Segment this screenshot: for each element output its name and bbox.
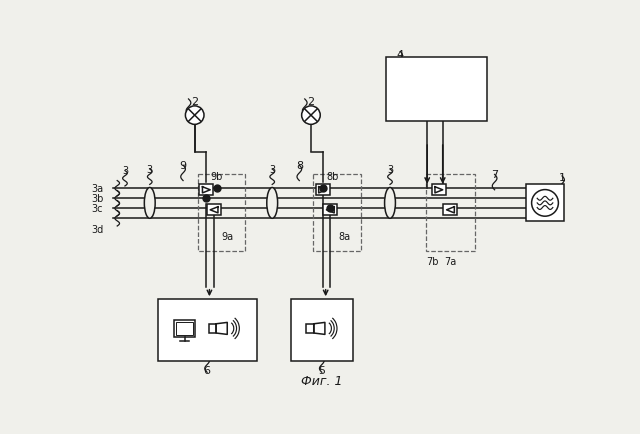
Bar [432, 185, 446, 196]
Bar [174, 320, 195, 337]
Bar [199, 185, 213, 196]
Polygon shape [314, 322, 325, 335]
Text: 8a: 8a [338, 231, 350, 241]
Text: 8: 8 [296, 161, 303, 171]
Bar [291, 299, 353, 361]
Ellipse shape [385, 188, 396, 219]
Bar [527, 185, 564, 222]
Bar [426, 175, 476, 252]
Polygon shape [216, 322, 227, 335]
Ellipse shape [145, 188, 155, 219]
Text: 8b: 8b [326, 171, 339, 181]
Bar [209, 324, 216, 333]
Text: 7b: 7b [426, 257, 439, 267]
Text: 3d: 3d [91, 224, 103, 234]
Text: 7a: 7a [444, 257, 456, 267]
Text: 3c: 3c [92, 204, 103, 214]
Text: 3: 3 [147, 164, 153, 174]
Ellipse shape [267, 188, 278, 219]
Text: 3: 3 [122, 165, 128, 175]
Bar [207, 205, 221, 216]
Bar [323, 205, 337, 216]
Bar [198, 175, 245, 252]
Text: 4: 4 [397, 49, 404, 59]
Text: 3: 3 [269, 164, 275, 174]
Text: 3: 3 [387, 164, 393, 174]
Bar [386, 58, 487, 121]
Bar [176, 322, 193, 335]
Text: 9b: 9b [210, 171, 223, 181]
Text: 3a: 3a [91, 184, 103, 194]
Text: 5: 5 [318, 365, 325, 375]
Text: Фиг. 1: Фиг. 1 [301, 375, 342, 388]
Text: 9: 9 [179, 161, 187, 171]
Circle shape [186, 107, 204, 125]
Bar [316, 185, 330, 196]
Bar [307, 324, 314, 333]
Bar [157, 299, 257, 361]
Text: 2: 2 [307, 97, 314, 107]
Text: 2: 2 [191, 97, 198, 107]
Circle shape [301, 107, 320, 125]
Text: 6: 6 [204, 365, 211, 375]
Bar [312, 175, 362, 252]
Bar [444, 205, 458, 216]
Text: 3b: 3b [91, 194, 103, 204]
Text: 9a: 9a [222, 231, 234, 241]
Text: 1: 1 [559, 172, 566, 182]
Text: 7: 7 [491, 170, 498, 180]
